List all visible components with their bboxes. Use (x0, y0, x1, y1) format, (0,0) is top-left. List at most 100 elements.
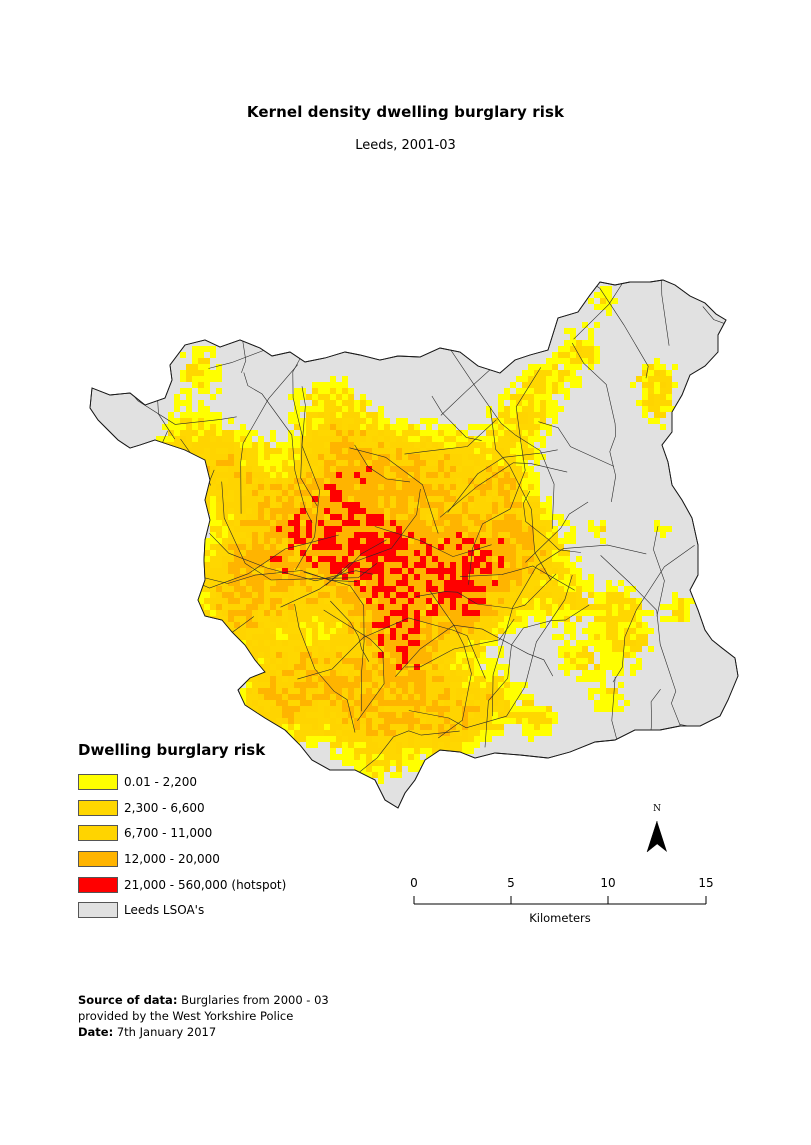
density-cell (408, 502, 414, 508)
density-cell (384, 616, 390, 622)
density-cell (312, 400, 318, 406)
density-cell (294, 400, 300, 406)
density-cell (342, 544, 348, 550)
density-cell (342, 484, 348, 490)
density-cell (342, 388, 348, 394)
density-cell (324, 472, 330, 478)
density-cell (306, 418, 312, 424)
density-cell (198, 454, 204, 460)
density-cell (618, 694, 624, 700)
density-cell (492, 544, 498, 550)
density-cell (516, 562, 522, 568)
density-cell (276, 718, 282, 724)
density-cell (342, 508, 348, 514)
density-cell (294, 736, 300, 742)
density-cell (204, 448, 210, 454)
density-cell (618, 670, 624, 676)
density-cell (318, 652, 324, 658)
density-cell (264, 598, 270, 604)
density-cell (192, 466, 198, 472)
density-cell (324, 622, 330, 628)
density-cell (228, 634, 234, 640)
density-cell (210, 478, 216, 484)
density-cell (390, 562, 396, 568)
legend-swatch (78, 850, 118, 867)
density-cell (468, 454, 474, 460)
density-cell (252, 514, 258, 520)
density-cell (420, 610, 426, 616)
density-cell (318, 508, 324, 514)
density-cell (648, 418, 654, 424)
density-cell (552, 550, 558, 556)
density-cell (480, 676, 486, 682)
density-cell (516, 568, 522, 574)
density-cell (414, 694, 420, 700)
density-cell (462, 574, 468, 580)
density-cell (666, 370, 672, 376)
density-cell (240, 436, 246, 442)
density-cell (576, 664, 582, 670)
density-cell (276, 562, 282, 568)
density-cell (396, 598, 402, 604)
density-cell (390, 640, 396, 646)
density-cell (414, 610, 420, 616)
density-cell (570, 334, 576, 340)
lsoa-boundary (354, 444, 411, 483)
density-cell (324, 592, 330, 598)
density-cell (210, 352, 216, 358)
density-cell (222, 634, 228, 640)
density-cell (432, 484, 438, 490)
density-cell (642, 364, 648, 370)
density-cell (474, 688, 480, 694)
density-cell (552, 418, 558, 424)
density-cell (390, 652, 396, 658)
density-cell (612, 640, 618, 646)
density-cell (378, 742, 384, 748)
density-cell (228, 616, 234, 622)
density-cell (360, 706, 366, 712)
density-cell (330, 574, 336, 580)
density-cell (288, 550, 294, 556)
density-cell (432, 730, 438, 736)
density-cell (210, 466, 216, 472)
density-cell (180, 430, 186, 436)
density-cell (396, 640, 402, 646)
density-cell (414, 538, 420, 544)
density-cell (522, 700, 528, 706)
density-cell (246, 688, 252, 694)
density-cell (366, 610, 372, 616)
density-cell (258, 592, 264, 598)
density-cell (480, 682, 486, 688)
density-cell (624, 598, 630, 604)
density-cell (216, 610, 222, 616)
density-cell (540, 406, 546, 412)
density-cell (318, 604, 324, 610)
density-cell (312, 526, 318, 532)
density-cell (420, 652, 426, 658)
density-cell (318, 406, 324, 412)
density-cell (342, 694, 348, 700)
density-cell (504, 484, 510, 490)
density-cell (204, 538, 210, 544)
density-cell (546, 520, 552, 526)
density-cell (264, 634, 270, 640)
density-cell (258, 466, 264, 472)
density-cell (330, 406, 336, 412)
density-cell (288, 712, 294, 718)
density-cell (588, 640, 594, 646)
density-cell (684, 604, 690, 610)
density-cell (654, 418, 660, 424)
density-cell (432, 454, 438, 460)
density-cell (324, 586, 330, 592)
density-cell (564, 586, 570, 592)
density-cell (414, 454, 420, 460)
density-cell (354, 736, 360, 742)
density-cell (360, 736, 366, 742)
density-cell (174, 466, 180, 472)
density-cell (270, 574, 276, 580)
density-cell (420, 700, 426, 706)
density-cell (552, 538, 558, 544)
density-cell (432, 604, 438, 610)
density-cell (444, 622, 450, 628)
density-cell (546, 394, 552, 400)
